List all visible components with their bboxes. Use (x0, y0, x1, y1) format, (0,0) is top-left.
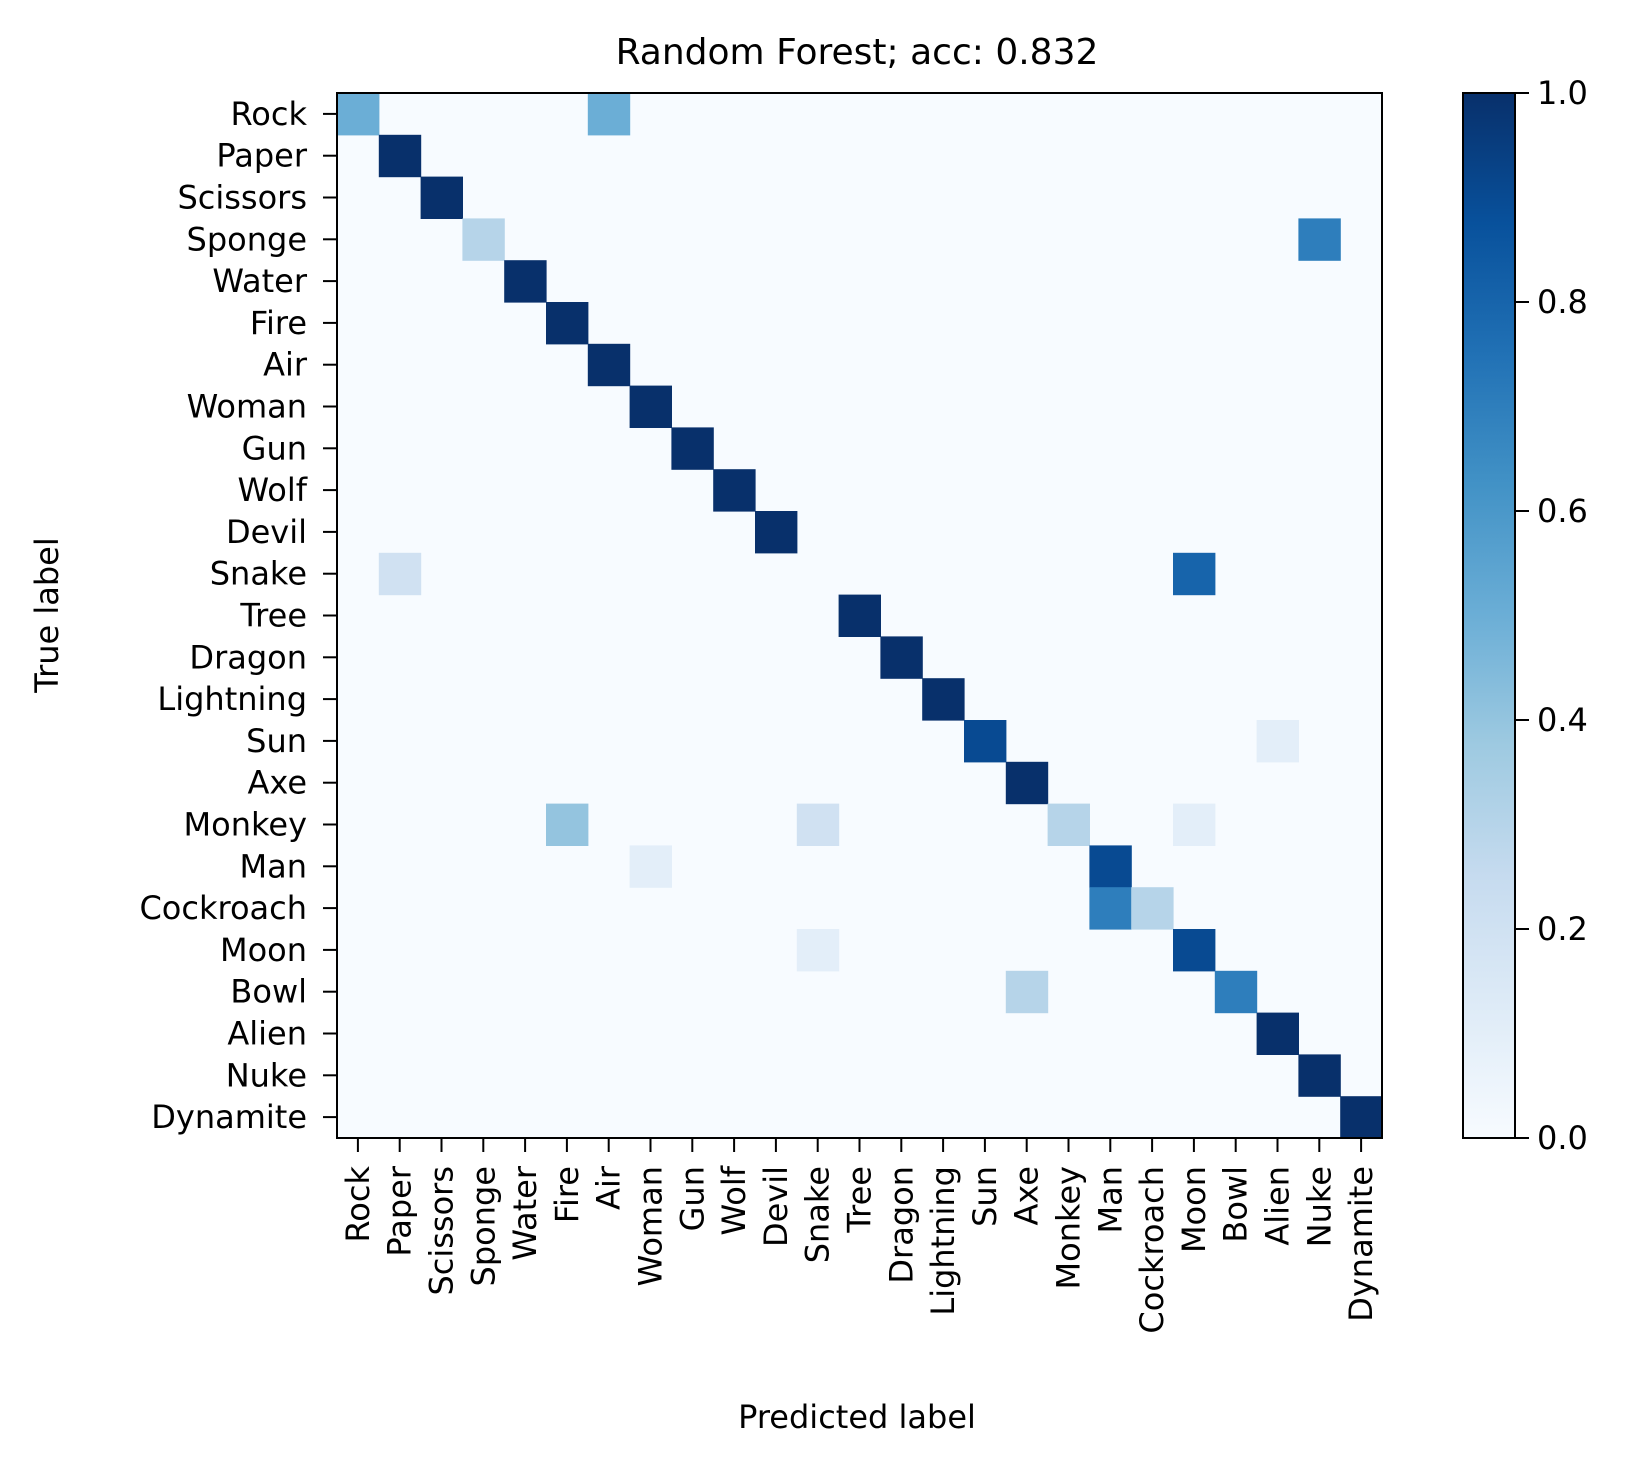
x-tick-label: Snake (799, 1166, 837, 1263)
x-tick-label: Dynamite (1342, 1166, 1380, 1322)
x-tick-label: Sponge (464, 1166, 502, 1286)
matrix-cell (838, 594, 881, 637)
y-tick-label: Water (212, 262, 307, 300)
matrix-cell (1173, 552, 1216, 596)
matrix-cell (796, 803, 840, 846)
matrix-cell (1214, 970, 1258, 1014)
x-tick-label: Rock (339, 1166, 377, 1243)
x-tick-label: Cockroach (1133, 1166, 1171, 1334)
matrix-cell (629, 385, 672, 428)
colorbar-tick-label: 0.6 (1537, 492, 1588, 530)
matrix-cell (629, 845, 672, 888)
matrix-cell (1005, 970, 1049, 1014)
matrix-cell (922, 678, 965, 721)
matrix-cell (1256, 1012, 1299, 1055)
matrix-cell (546, 803, 589, 846)
y-tick-label: Axe (247, 764, 307, 802)
colorbar (1462, 92, 1516, 1139)
y-tick-label: Man (240, 847, 308, 885)
matrix-cell (587, 343, 631, 387)
matrix-cell (671, 427, 714, 470)
x-tick-label: Lightning (924, 1166, 962, 1316)
x-tick-label: Tree (841, 1166, 879, 1234)
x-tick-label: Man (1091, 1166, 1129, 1234)
matrix-cell (1173, 929, 1216, 972)
matrix-cell (1047, 803, 1090, 846)
matrix-cell (1005, 761, 1049, 805)
colorbar-tick-label: 0.4 (1537, 701, 1588, 739)
matrix-cell (378, 552, 422, 596)
colorbar-tick-label: 0.2 (1537, 910, 1588, 948)
x-tick-label: Paper (381, 1165, 419, 1256)
x-tick-label: Dragon (882, 1166, 920, 1284)
matrix-cell (1173, 803, 1216, 846)
y-tick-label: Snake (210, 555, 307, 593)
colorbar-tick-label: 0.0 (1537, 1119, 1588, 1157)
x-axis-label: Predicted label (738, 1398, 976, 1436)
y-tick-label: Air (263, 346, 308, 384)
x-tick-label: Sun (966, 1166, 1004, 1227)
y-tick-label: Scissors (177, 179, 307, 217)
x-tick-label: Axe (1008, 1166, 1046, 1226)
chart-title: Random Forest; acc: 0.832 (616, 32, 1099, 73)
matrix-cell (1131, 887, 1174, 930)
y-tick-label: Cockroach (139, 889, 307, 927)
matrix-cell (420, 176, 463, 219)
x-tick-label: Fire (548, 1166, 586, 1223)
matrix-cell (1298, 1054, 1341, 1097)
y-tick-label: Gun (242, 429, 307, 467)
y-axis-label: True label (28, 537, 66, 694)
y-tick-label: Dynamite (151, 1098, 307, 1136)
matrix-cell (546, 302, 589, 345)
colorbar-tick-label: 0.8 (1537, 283, 1588, 321)
matrix-cell (587, 93, 631, 136)
y-tick-label: Lightning (157, 680, 307, 718)
x-tick-label: Alien (1259, 1166, 1297, 1246)
matrix-cell (1089, 887, 1132, 930)
y-tick-label: Dragon (189, 638, 307, 676)
x-tick-label: Water (506, 1165, 544, 1260)
x-tick-label: Woman (632, 1166, 670, 1286)
matrix-cell (337, 93, 380, 136)
y-tick-label: Devil (226, 513, 307, 551)
y-tick-label: Paper (216, 137, 307, 175)
y-tick-label: Monkey (184, 806, 307, 844)
y-tick-label: Woman (187, 388, 307, 426)
y-tick-label: Fire (250, 304, 307, 342)
y-tick-label: Rock (231, 95, 308, 133)
matrix-cell (462, 218, 505, 261)
matrix-cell (1340, 1096, 1383, 1139)
y-tick-label: Tree (239, 597, 307, 635)
y-tick-label: Sponge (187, 220, 307, 258)
matrix-cell (796, 929, 840, 972)
matrix-cell (378, 134, 422, 178)
y-tick-label: Bowl (230, 973, 307, 1011)
y-tick-label: Wolf (238, 471, 308, 509)
x-tick-label: Wolf (715, 1165, 753, 1235)
y-tick-label: Nuke (226, 1056, 307, 1094)
y-tick-label: Moon (220, 931, 307, 969)
matrix-cell (504, 260, 547, 303)
x-tick-label: Gun (673, 1166, 711, 1231)
y-tick-label: Sun (246, 722, 307, 760)
matrix-cell (1298, 218, 1341, 261)
x-tick-label: Bowl (1217, 1166, 1255, 1243)
x-tick-label: Air (590, 1165, 628, 1210)
colorbar-tick-label: 1.0 (1537, 74, 1588, 112)
x-tick-label: Scissors (423, 1166, 461, 1296)
matrix-cell (880, 636, 923, 679)
y-tick-label: Alien (227, 1015, 307, 1053)
x-tick-label: Devil (757, 1166, 795, 1247)
matrix-cell (964, 720, 1007, 763)
matrix-cell (1256, 720, 1299, 763)
matrix-cell (713, 469, 756, 512)
matrix-cell (755, 511, 798, 554)
x-tick-label: Nuke (1300, 1166, 1338, 1247)
matrix-cell (1089, 845, 1132, 888)
x-tick-label: Moon (1175, 1166, 1213, 1253)
x-tick-label: Monkey (1050, 1166, 1088, 1289)
